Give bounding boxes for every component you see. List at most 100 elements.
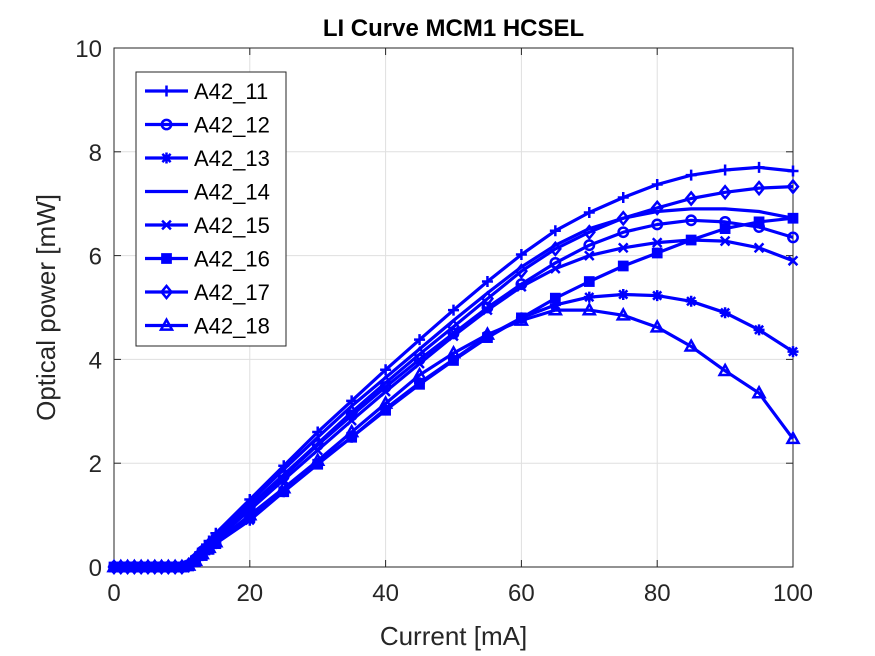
- data-point: [683, 338, 699, 352]
- data-point: [651, 178, 663, 190]
- data-point: [346, 415, 357, 426]
- data-point: [414, 358, 425, 369]
- data-point: [753, 161, 765, 173]
- data-point: [786, 178, 800, 195]
- data-point: [242, 506, 258, 521]
- data-point: [479, 326, 496, 340]
- data-point: [208, 533, 224, 548]
- data-point: [617, 191, 629, 203]
- data-point: [787, 255, 799, 267]
- data-point: [158, 317, 175, 331]
- data-point: [161, 85, 172, 97]
- data-point: [514, 263, 528, 280]
- data-point: [448, 304, 459, 316]
- legend-entry: A42_12: [145, 113, 270, 138]
- data-point: [651, 218, 664, 231]
- data-point: [549, 225, 561, 237]
- data-point: [160, 118, 173, 131]
- x-tick-label: 100: [773, 580, 813, 607]
- data-point: [161, 253, 172, 264]
- y-tick-label: 8: [89, 140, 102, 167]
- data-point: [651, 237, 663, 248]
- axes: 0 20 40 60 80 100 0 2 4 6 8 10: [75, 36, 813, 607]
- legend-box: [135, 71, 287, 347]
- data-point: [584, 250, 595, 261]
- x-tick-label: 40: [372, 580, 399, 607]
- plot-frame: [113, 47, 794, 568]
- data-point: [311, 435, 325, 452]
- data-point: [649, 318, 665, 333]
- data-point: [651, 290, 663, 302]
- data-point: [719, 235, 731, 247]
- legend-label: A42_13: [194, 146, 270, 171]
- legend-entry: A42_15: [145, 213, 270, 238]
- legend-entry: A42_18: [145, 314, 270, 339]
- data-point: [650, 199, 664, 216]
- data-point: [412, 346, 427, 363]
- data-point: [194, 545, 210, 560]
- data-point: [380, 386, 391, 397]
- y-tick-label: 0: [89, 555, 102, 582]
- x-tick-label: 80: [644, 580, 671, 607]
- data-point: [787, 346, 799, 358]
- data-point: [310, 452, 326, 466]
- x-axis-label: Current [mA]: [380, 621, 527, 651]
- legend-entry: A42_14: [145, 180, 270, 205]
- data-point: [550, 263, 561, 274]
- data-point: [516, 281, 527, 293]
- data-point: [753, 324, 765, 336]
- data-point: [718, 184, 732, 201]
- data-point: [187, 552, 204, 567]
- legend-label: A42_14: [194, 180, 270, 205]
- data-point: [617, 260, 629, 272]
- y-axis-label: Optical power [mW]: [31, 194, 61, 421]
- data-point: [513, 312, 530, 326]
- data-point: [684, 190, 698, 207]
- data-point: [753, 216, 765, 228]
- legend-entry: A42_16: [145, 247, 270, 272]
- data-point: [582, 224, 596, 241]
- data-point: [276, 479, 292, 494]
- data-point: [482, 304, 493, 316]
- data-point: [481, 276, 493, 288]
- data-point: [787, 231, 799, 244]
- data-point: [685, 169, 697, 181]
- y-tick-label: 2: [89, 451, 102, 478]
- data-point: [344, 423, 360, 438]
- data-point: [583, 276, 595, 287]
- legend-label: A42_11: [194, 79, 268, 104]
- data-point: [787, 212, 799, 224]
- data-point: [583, 207, 595, 219]
- data-point: [717, 362, 733, 377]
- series-a42-18: [106, 301, 801, 573]
- legend-label: A42_17: [194, 280, 270, 305]
- data-point: [685, 214, 698, 227]
- data-point: [785, 430, 801, 445]
- legend: A42_11 A42_12 A42_13 A42_14 A42_15 A42_16 A42_…: [135, 71, 287, 347]
- data-point: [414, 334, 426, 346]
- data-point: [685, 295, 697, 307]
- data-point: [617, 289, 629, 301]
- x-tick-label: 60: [508, 580, 535, 607]
- data-point: [377, 395, 394, 409]
- data-point: [651, 247, 663, 259]
- data-point: [617, 226, 630, 239]
- data-point: [719, 223, 731, 234]
- data-point: [548, 240, 562, 257]
- chart-title: LI Curve MCM1 HCSEL: [323, 15, 584, 42]
- x-tick-label: 20: [236, 580, 263, 607]
- data-point: [380, 364, 392, 376]
- data-point: [159, 283, 174, 301]
- legend-entry: A42_17: [145, 280, 270, 305]
- data-point: [161, 152, 172, 164]
- data-point: [617, 242, 629, 254]
- data-point: [719, 164, 731, 176]
- data-point: [411, 366, 428, 381]
- legend-label: A42_18: [194, 314, 270, 339]
- data-point: [549, 292, 561, 304]
- data-point: [414, 378, 425, 390]
- data-point: [753, 242, 765, 254]
- legend-label: A42_15: [194, 213, 270, 238]
